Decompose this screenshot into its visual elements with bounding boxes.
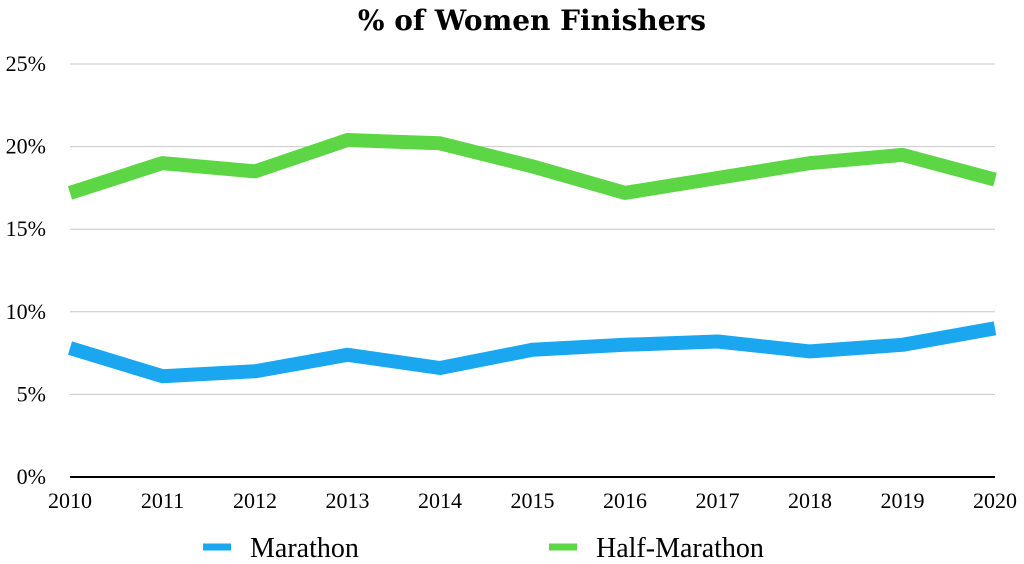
- series-line-half-marathon: [67, 133, 997, 200]
- x-tick-label: 2014: [418, 488, 462, 513]
- y-tick-label: 5%: [17, 381, 46, 406]
- chart-title: % of Women Finishers: [358, 4, 706, 37]
- legend-item-half-marathon: Half-Marathon: [549, 533, 764, 564]
- x-tick-label: 2016: [603, 488, 647, 513]
- series-line-marathon: [67, 321, 997, 384]
- x-tick-label: 2019: [881, 488, 925, 513]
- grid-lines: [70, 63, 995, 395]
- x-tick-label: 2010: [48, 488, 92, 513]
- x-tick-label: 2018: [788, 488, 832, 513]
- x-tick-label: 2020: [973, 488, 1017, 513]
- x-tick-label: 2013: [326, 488, 370, 513]
- y-tick-label: 25%: [6, 51, 46, 76]
- legend-label: Half-Marathon: [596, 533, 764, 564]
- x-tick-label: 2015: [511, 488, 555, 513]
- x-tick-label: 2012: [233, 488, 277, 513]
- y-tick-label: 15%: [6, 216, 46, 241]
- legend: Marathon Half-Marathon: [203, 533, 764, 564]
- series-lines: [67, 133, 997, 384]
- x-tick-label: 2017: [696, 488, 740, 513]
- y-tick-label: 10%: [6, 299, 46, 324]
- y-tick-label: 20%: [6, 134, 46, 159]
- y-tick-label: 0%: [17, 464, 46, 489]
- legend-label: Marathon: [250, 533, 359, 564]
- legend-item-marathon: Marathon: [203, 533, 359, 564]
- x-tick-label: 2011: [141, 488, 184, 513]
- y-axis-tick-labels: 0% 5% 10% 15% 20% 25%: [6, 51, 46, 489]
- x-axis-tick-labels: 2010 2011 2012 2013 2014 2015 2016 2017 2018 2019…: [48, 488, 1017, 513]
